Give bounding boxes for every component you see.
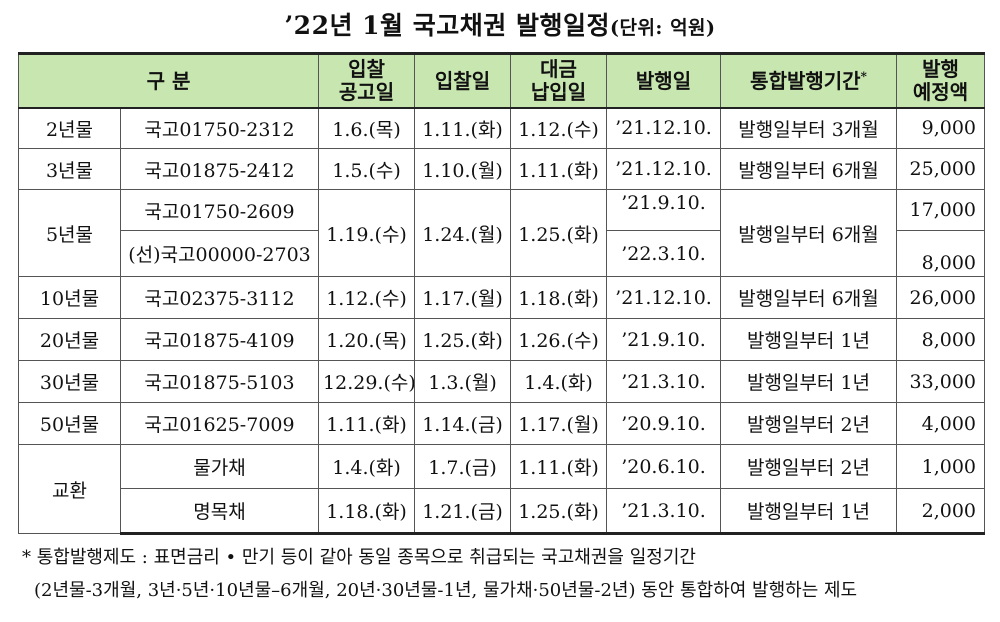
issue-date: ’20.6.10. bbox=[606, 444, 722, 489]
notice-date: 12.29.(수) bbox=[318, 360, 416, 403]
notice-date: 1.5.(수) bbox=[318, 148, 416, 190]
issue-date: ’22.3.10. bbox=[606, 230, 722, 277]
notice-date: 1.4.(화) bbox=[318, 444, 416, 489]
bid-date: 1.24.(월) bbox=[414, 189, 512, 277]
bond-name: 국고01875-5103 bbox=[119, 360, 320, 403]
integrated-period: 발행일부터 1년 bbox=[720, 318, 898, 361]
integrated-period: 발행일부터 6개월 bbox=[720, 189, 898, 277]
footnote-line-2: (2년물-3개월, 3년·5년·10년물–6개월, 20년·30년물-1년, 물… bbox=[34, 580, 858, 601]
integrated-period: 발행일부터 2년 bbox=[720, 444, 898, 489]
payment-date: 1.18.(화) bbox=[510, 276, 608, 319]
bond-name: 명목채 bbox=[119, 488, 320, 535]
payment-date: 1.26.(수) bbox=[510, 318, 608, 361]
payment-date: 1.11.(화) bbox=[510, 148, 608, 190]
integrated-period: 발행일부터 1년 bbox=[720, 488, 898, 535]
issue-date: ’21.12.10. bbox=[606, 107, 722, 149]
payment-date: 1.4.(화) bbox=[510, 360, 608, 403]
table-row: 명목채 1.18.(화) 1.21.(금) 1.25.(화) ’21.3.10.… bbox=[19, 488, 986, 535]
table-row: 5년물 국고01750-2609 1.19.(수) 1.24.(월) 1.25.… bbox=[18, 189, 986, 277]
bond-group: 5년물 bbox=[18, 189, 121, 277]
bid-date: 1.3.(월) bbox=[414, 360, 512, 403]
bid-date: 1.14.(금) bbox=[414, 402, 512, 445]
notice-date: 1.20.(목) bbox=[318, 318, 416, 361]
header-issue-date: 발행일 bbox=[606, 52, 722, 109]
header-bid-date: 입찰일 bbox=[414, 52, 512, 109]
header-row: 구 분 입찰 공고일 입찰일 대금 납입일 발행일 통합발행기간* 발행 예정액 bbox=[17, 52, 986, 109]
integrated-period: 발행일부터 6개월 bbox=[720, 276, 898, 319]
planned-amount: 25,000 bbox=[896, 148, 986, 190]
bond-group: 교환 bbox=[18, 444, 121, 534]
bid-date: 1.21.(금) bbox=[414, 488, 512, 535]
bond-group: 30년물 bbox=[18, 360, 121, 403]
header-category: 구 분 bbox=[17, 52, 320, 109]
bond-name: 국고01875-4109 bbox=[119, 318, 320, 361]
table-row: 3년물 국고01875-2412 1.5.(수) 1.10.(월) 1.11.(… bbox=[18, 148, 986, 190]
bond-name: 국고01750-2609 bbox=[119, 189, 320, 231]
planned-amount: 17,000 bbox=[896, 189, 986, 231]
bond-name: 국고01750-2312 bbox=[119, 107, 320, 149]
table-row: 2년물 국고01750-2312 1.6.(목) 1.11.(화) 1.12.(… bbox=[18, 107, 986, 149]
bond-name: 국고01625-7009 bbox=[119, 402, 320, 445]
planned-amount: 2,000 bbox=[896, 488, 986, 535]
footnote-line-1: * 통합발행제도 : 표면금리 • 만기 등이 같아 동일 종목으로 취급되는 … bbox=[22, 547, 696, 568]
bid-date: 1.25.(화) bbox=[414, 318, 512, 361]
table-row: 10년물 국고02375-3112 1.12.(수) 1.17.(월) 1.18… bbox=[18, 276, 986, 319]
table-row: 교환 물가채 1.4.(화) 1.7.(금) 1.11.(화) ’20.6.10… bbox=[18, 444, 986, 534]
issue-date: ’21.9.10. bbox=[606, 189, 722, 231]
bond-group: 50년물 bbox=[18, 402, 121, 445]
planned-amount: 9,000 bbox=[896, 107, 986, 149]
notice-date: 1.11.(화) bbox=[318, 402, 416, 445]
integrated-period: 발행일부터 1년 bbox=[720, 360, 898, 403]
table-row: (선)국고00000-2703 ’22.3.10. 8,000 bbox=[19, 230, 986, 277]
issue-date: ’21.9.10. bbox=[606, 318, 722, 361]
planned-amount: 33,000 bbox=[896, 360, 986, 403]
notice-date: 1.12.(수) bbox=[318, 276, 416, 319]
table-row: 50년물 국고01625-7009 1.11.(화) 1.14.(금) 1.17… bbox=[18, 402, 986, 445]
issuance-schedule-table: 구 분 입찰 공고일 입찰일 대금 납입일 발행일 통합발행기간* 발행 예정액 2년… bbox=[17, 52, 986, 535]
bond-group: 10년물 bbox=[18, 276, 121, 319]
payment-date: 1.25.(화) bbox=[510, 189, 608, 277]
table-row: 20년물 국고01875-4109 1.20.(목) 1.25.(화) 1.26… bbox=[18, 318, 986, 361]
bond-name: (선)국고00000-2703 bbox=[119, 230, 320, 277]
bond-group: 20년물 bbox=[18, 318, 121, 361]
bond-name: 국고02375-3112 bbox=[119, 276, 320, 319]
bid-date: 1.10.(월) bbox=[414, 148, 512, 190]
payment-date: 1.11.(화) bbox=[510, 444, 608, 489]
planned-amount: 4,000 bbox=[896, 402, 986, 445]
bid-date: 1.7.(금) bbox=[414, 444, 512, 489]
notice-date: 1.19.(수) bbox=[318, 189, 416, 277]
bid-date: 1.17.(월) bbox=[414, 276, 512, 319]
title-main: ’22년 1월 국고채권 발행일정 bbox=[284, 11, 610, 40]
issue-date: ’21.3.10. bbox=[606, 360, 722, 403]
payment-date: 1.25.(화) bbox=[510, 488, 608, 535]
planned-amount: 1,000 bbox=[896, 444, 986, 489]
bond-group: 3년물 bbox=[18, 148, 121, 190]
issue-date: ’21.3.10. bbox=[606, 488, 722, 535]
integrated-period: 발행일부터 2년 bbox=[720, 402, 898, 445]
header-integrated-period: 통합발행기간* bbox=[720, 52, 898, 109]
payment-date: 1.17.(월) bbox=[510, 402, 608, 445]
payment-date: 1.12.(수) bbox=[510, 107, 608, 149]
header-planned-amount: 발행 예정액 bbox=[896, 52, 986, 109]
planned-amount: 26,000 bbox=[896, 276, 986, 319]
header-notice-date: 입찰 공고일 bbox=[318, 52, 416, 109]
notice-date: 1.6.(목) bbox=[318, 107, 416, 149]
title-unit: (단위: 억원) bbox=[609, 17, 716, 39]
integrated-period: 발행일부터 3개월 bbox=[720, 107, 898, 149]
notice-date: 1.18.(화) bbox=[318, 488, 416, 535]
page-title: ’22년 1월 국고채권 발행일정(단위: 억원) bbox=[0, 6, 1000, 42]
issue-date: ’21.12.10. bbox=[606, 276, 722, 319]
issue-date: ’21.12.10. bbox=[606, 148, 722, 190]
issue-date: ’20.9.10. bbox=[606, 402, 722, 445]
table-row: 30년물 국고01875-5103 12.29.(수) 1.3.(월) 1.4.… bbox=[18, 360, 986, 403]
bid-date: 1.11.(화) bbox=[414, 107, 512, 149]
header-payment-date: 대금 납입일 bbox=[510, 52, 608, 109]
integrated-period: 발행일부터 6개월 bbox=[720, 148, 898, 190]
planned-amount: 8,000 bbox=[896, 318, 986, 361]
bond-group: 2년물 bbox=[18, 107, 121, 149]
bond-name: 물가채 bbox=[119, 444, 320, 489]
bond-name: 국고01875-2412 bbox=[119, 148, 320, 190]
planned-amount: 8,000 bbox=[896, 230, 986, 277]
